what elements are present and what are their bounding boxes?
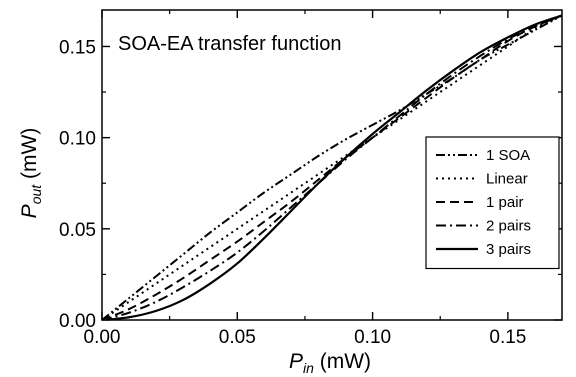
legend-box	[425, 136, 560, 270]
legend-label-linear: Linear	[486, 171, 528, 188]
chart-title: SOA-EA transfer function	[118, 33, 341, 55]
legend-label-3-pairs: 3 pairs	[486, 241, 531, 258]
y-axis-symbol: P	[18, 204, 41, 218]
legend-label-1-pair: 1 pair	[486, 194, 524, 211]
x-tick-label: 0.00	[84, 327, 121, 348]
series-line-2-pairs	[102, 14, 562, 320]
legend-label-1-soa: 1 SOA	[486, 147, 530, 164]
legend-label-2-pairs: 2 pairs	[486, 218, 531, 235]
x-axis-title: Pin (mW)	[289, 350, 371, 376]
x-axis-symbol: P	[289, 350, 303, 373]
y-axis-unit: (mW)	[18, 128, 41, 185]
y-tick-label: 0.00	[59, 311, 96, 332]
plot-frame	[101, 9, 563, 321]
tick-labels: 0.00 0.05 0.10 0.15 0.00 0.05 0.10 0.15	[59, 37, 526, 348]
x-axis-unit: (mW)	[314, 350, 371, 373]
y-axis-title: Pout (mW)	[18, 128, 44, 219]
tick-marks	[101, 10, 562, 321]
x-tick-label: 0.15	[489, 327, 526, 348]
x-tick-label: 0.10	[354, 327, 391, 348]
y-tick-label: 0.05	[59, 220, 96, 241]
series-line-linear	[102, 14, 562, 320]
y-tick-label: 0.15	[59, 37, 96, 58]
y-axis-subscript: out	[28, 184, 44, 205]
legend: 1 SOA Linear 1 pair 2 pairs 3 pairs	[425, 136, 560, 270]
series-lines	[102, 14, 562, 320]
y-tick-label: 0.10	[59, 129, 96, 150]
series-line-1-pair	[102, 14, 562, 320]
x-tick-label: 0.05	[219, 327, 256, 348]
series-line-3-pairs	[102, 14, 562, 320]
x-axis-subscript: in	[303, 360, 314, 376]
